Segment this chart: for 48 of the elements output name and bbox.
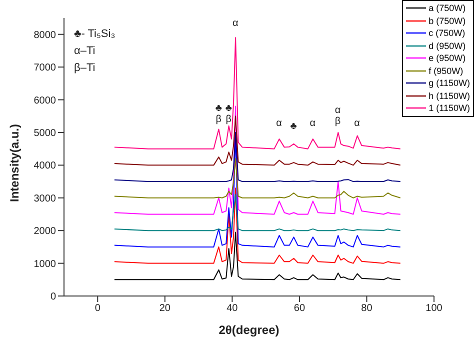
annotation: α bbox=[334, 105, 342, 116]
y-tick-label: 8000 bbox=[34, 30, 56, 41]
line-series bbox=[114, 232, 401, 280]
y-tick-label: 2000 bbox=[34, 226, 56, 238]
line-series bbox=[114, 132, 401, 182]
x-tick-label: 20 bbox=[159, 303, 171, 314]
x-tick-label: 40 bbox=[226, 303, 238, 314]
y-tick-label: 6000 bbox=[34, 95, 56, 106]
annotation: α bbox=[275, 118, 283, 129]
x-tick-label: 60 bbox=[294, 303, 306, 314]
legend-label: b (750W) bbox=[428, 14, 466, 27]
y-tick-label: 1000 bbox=[34, 258, 56, 270]
annotation: ♣ bbox=[224, 103, 233, 114]
annotation: α–Ti bbox=[74, 44, 96, 59]
line-series bbox=[114, 37, 401, 150]
x-axis-title: 2θ(degree) bbox=[218, 323, 280, 337]
y-tick-label: 3000 bbox=[34, 193, 56, 204]
y-axis-title: Intensity(a.u.) bbox=[7, 124, 22, 202]
annotation: β bbox=[214, 114, 222, 125]
legend-label: d (950W) bbox=[428, 40, 466, 52]
annotation: β–Ti bbox=[74, 61, 96, 76]
legend-label: 1 (1150W) bbox=[428, 102, 470, 114]
annotation: ♣ bbox=[290, 121, 298, 132]
legend-label: g (1150W) bbox=[428, 77, 470, 90]
x-tick-label: 100 bbox=[426, 303, 443, 314]
legend-label: e (950W) bbox=[428, 52, 466, 64]
y-tick-label: 0 bbox=[50, 292, 56, 303]
line-series bbox=[114, 106, 401, 215]
x-tick-label: 0 bbox=[94, 303, 101, 314]
legend-label: c (750W) bbox=[428, 27, 466, 40]
legend-label: a (750W) bbox=[428, 2, 466, 14]
line-series bbox=[114, 158, 401, 198]
line-series bbox=[114, 188, 401, 264]
line-series bbox=[114, 194, 401, 232]
legend-label: h (1150W) bbox=[428, 90, 470, 102]
annotation: ♣- Ti₅Si₃ bbox=[74, 27, 116, 42]
line-series bbox=[114, 116, 401, 166]
annotation: α bbox=[232, 18, 240, 29]
annotation: ♣ bbox=[214, 103, 223, 114]
y-tick-label: 5000 bbox=[34, 128, 56, 140]
annotation: β bbox=[334, 116, 342, 127]
legend-label: f (950W) bbox=[428, 64, 464, 77]
x-tick-label: 80 bbox=[361, 303, 373, 314]
y-tick-label: 4000 bbox=[34, 160, 56, 172]
annotation: β bbox=[224, 114, 232, 125]
annotation: α bbox=[308, 118, 316, 129]
annotation: α bbox=[353, 118, 361, 129]
y-tick-label: 7000 bbox=[34, 62, 56, 74]
